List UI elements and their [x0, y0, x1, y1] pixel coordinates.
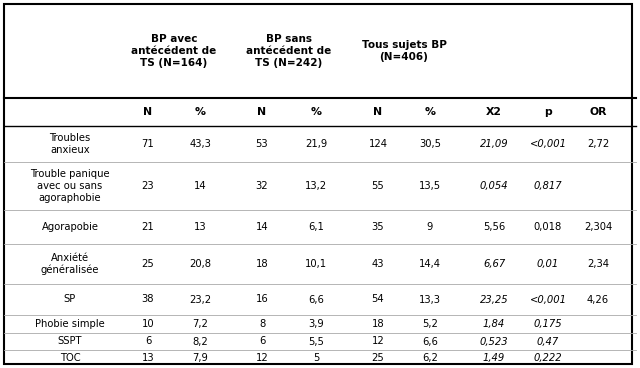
- Text: Tous sujets BP
(N=406): Tous sujets BP (N=406): [362, 40, 447, 62]
- Text: 7,9: 7,9: [192, 353, 208, 363]
- Text: %: %: [195, 107, 205, 117]
- Text: 6: 6: [259, 336, 265, 347]
- Text: TOC: TOC: [60, 353, 80, 363]
- Text: 5: 5: [313, 353, 319, 363]
- Text: 5,2: 5,2: [422, 319, 438, 329]
- Text: Agorapobie: Agorapobie: [42, 222, 99, 232]
- Text: <0,001: <0,001: [529, 139, 566, 149]
- Text: 20,8: 20,8: [189, 259, 211, 269]
- Text: 16: 16: [255, 294, 268, 304]
- Text: 6,6: 6,6: [308, 294, 324, 304]
- Text: 3,9: 3,9: [308, 319, 324, 329]
- Text: N: N: [143, 107, 152, 117]
- Text: Troubles
anxieux: Troubles anxieux: [49, 133, 91, 155]
- Text: 2,72: 2,72: [587, 139, 609, 149]
- Text: 4,26: 4,26: [587, 294, 609, 304]
- Text: BP sans
antécédent de
TS (N=242): BP sans antécédent de TS (N=242): [246, 34, 332, 68]
- Text: 14,4: 14,4: [419, 259, 441, 269]
- Text: 21: 21: [141, 222, 154, 232]
- Text: 53: 53: [256, 139, 268, 149]
- Text: 124: 124: [369, 139, 387, 149]
- Text: p: p: [544, 107, 552, 117]
- Text: SSPT: SSPT: [58, 336, 83, 347]
- Text: 5,56: 5,56: [483, 222, 505, 232]
- Text: 12: 12: [372, 336, 385, 347]
- Text: 2,304: 2,304: [584, 222, 612, 232]
- Text: 35: 35: [372, 222, 384, 232]
- Text: 18: 18: [372, 319, 384, 329]
- Text: 32: 32: [256, 181, 268, 191]
- Text: 2,34: 2,34: [587, 259, 609, 269]
- Text: 13: 13: [141, 353, 154, 363]
- Text: N: N: [257, 107, 267, 117]
- Text: 5,5: 5,5: [308, 336, 324, 347]
- Text: 0,01: 0,01: [537, 259, 559, 269]
- Text: 8,2: 8,2: [192, 336, 208, 347]
- Text: 6,6: 6,6: [422, 336, 438, 347]
- Text: <0,001: <0,001: [529, 294, 566, 304]
- Text: 0,817: 0,817: [534, 181, 563, 191]
- Text: 0,175: 0,175: [534, 319, 563, 329]
- Text: 0,054: 0,054: [480, 181, 508, 191]
- Text: X2: X2: [486, 107, 502, 117]
- Text: Phobie simple: Phobie simple: [35, 319, 105, 329]
- Text: 18: 18: [256, 259, 268, 269]
- Text: 21,09: 21,09: [480, 139, 508, 149]
- Text: %: %: [310, 107, 321, 117]
- Text: 0,523: 0,523: [480, 336, 508, 347]
- Text: 14: 14: [194, 181, 206, 191]
- Text: 21,9: 21,9: [305, 139, 327, 149]
- Text: N: N: [373, 107, 383, 117]
- Text: 6,2: 6,2: [422, 353, 438, 363]
- Text: BP avec
antécédent de
TS (N=164): BP avec antécédent de TS (N=164): [131, 34, 216, 68]
- Text: 25: 25: [141, 259, 154, 269]
- Text: 13,2: 13,2: [305, 181, 327, 191]
- Text: 8: 8: [259, 319, 265, 329]
- Text: 71: 71: [141, 139, 154, 149]
- Text: 14: 14: [256, 222, 268, 232]
- Text: 1,84: 1,84: [483, 319, 505, 329]
- Text: OR: OR: [589, 107, 607, 117]
- Text: 7,2: 7,2: [192, 319, 208, 329]
- Text: 38: 38: [141, 294, 154, 304]
- Text: 23,2: 23,2: [189, 294, 211, 304]
- Text: 9: 9: [427, 222, 433, 232]
- Text: 6,1: 6,1: [308, 222, 324, 232]
- Text: 23: 23: [141, 181, 154, 191]
- Text: 30,5: 30,5: [419, 139, 441, 149]
- Text: 0,222: 0,222: [534, 353, 563, 363]
- Text: 13,5: 13,5: [419, 181, 441, 191]
- Text: 1,49: 1,49: [483, 353, 505, 363]
- Text: 10: 10: [141, 319, 154, 329]
- Text: SP: SP: [64, 294, 76, 304]
- Text: 0,47: 0,47: [537, 336, 559, 347]
- Text: 55: 55: [372, 181, 385, 191]
- Text: 43,3: 43,3: [189, 139, 211, 149]
- Text: Trouble panique
avec ou sans
agoraphobie: Trouble panique avec ou sans agoraphobie: [30, 169, 110, 203]
- Text: 13: 13: [194, 222, 206, 232]
- Text: %: %: [424, 107, 435, 117]
- Text: 25: 25: [372, 353, 385, 363]
- Text: 6,67: 6,67: [483, 259, 505, 269]
- Text: 12: 12: [255, 353, 268, 363]
- Text: 6: 6: [145, 336, 151, 347]
- Text: 43: 43: [372, 259, 384, 269]
- Text: 54: 54: [372, 294, 384, 304]
- Text: 13,3: 13,3: [419, 294, 441, 304]
- Text: 10,1: 10,1: [305, 259, 327, 269]
- Text: 0,018: 0,018: [534, 222, 562, 232]
- Text: 23,25: 23,25: [480, 294, 508, 304]
- Text: Anxiété
généralisée: Anxiété généralisée: [41, 253, 99, 275]
